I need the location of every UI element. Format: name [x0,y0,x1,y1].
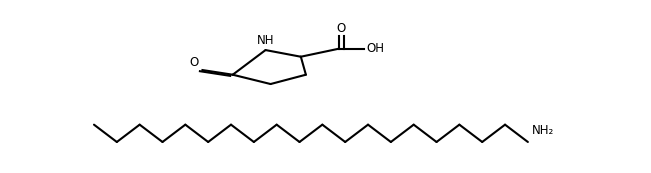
Text: O: O [337,22,346,35]
Text: OH: OH [367,42,385,55]
Text: NH₂: NH₂ [531,124,553,137]
Text: NH: NH [256,34,274,47]
Text: O: O [189,56,199,69]
